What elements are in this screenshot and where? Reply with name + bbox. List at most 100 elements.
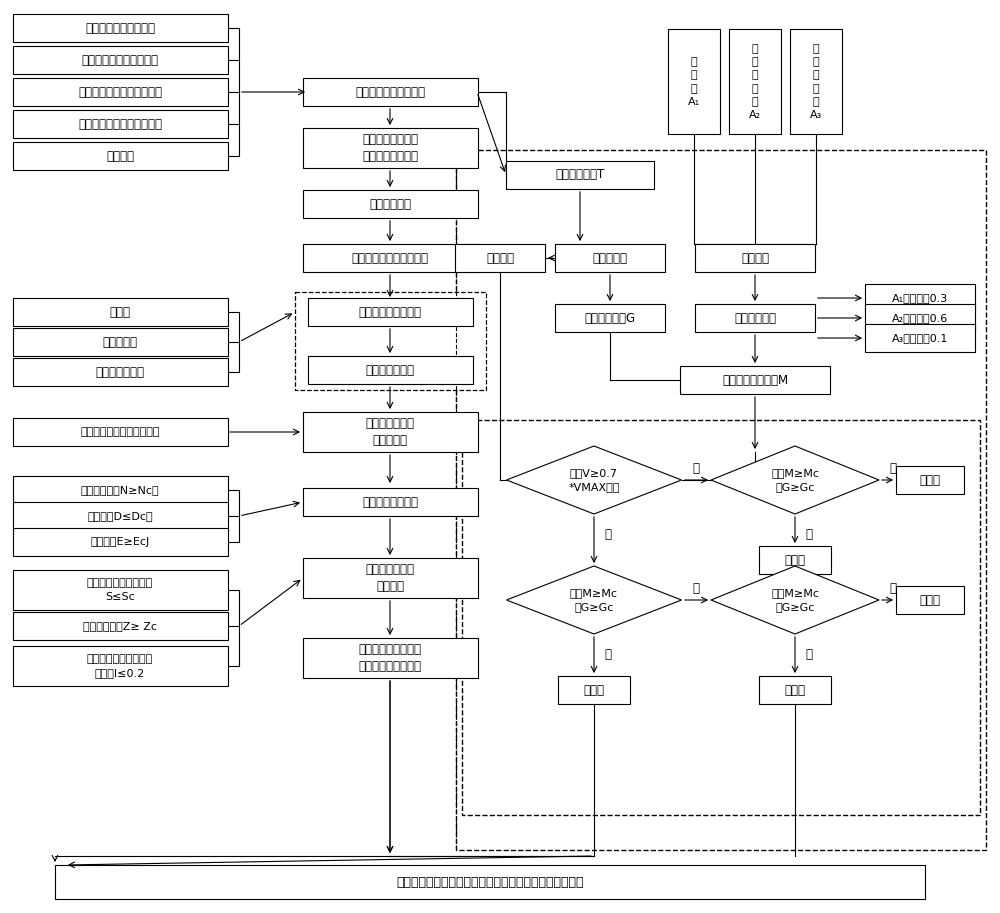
Text: A₂区域权重0.6: A₂区域权重0.6 xyxy=(892,313,948,323)
Text: 设置时间窗口T: 设置时间窗口T xyxy=(555,169,605,182)
Text: 高危险: 高危险 xyxy=(584,684,604,697)
Bar xyxy=(12,142,228,170)
Text: 否: 否 xyxy=(692,461,700,475)
Text: 声发射传感器台网优化: 声发射传感器台网优化 xyxy=(355,86,425,99)
Text: 中危险: 中危险 xyxy=(784,684,806,697)
Bar xyxy=(12,612,228,640)
Text: 煤巷、顶底板巷联合布设: 煤巷、顶底板巷联合布设 xyxy=(82,54,158,67)
Bar xyxy=(455,244,545,272)
Bar xyxy=(12,328,228,356)
Text: 满足M≥Mc
和G≥Gc: 满足M≥Mc 和G≥Gc xyxy=(771,468,819,491)
Bar xyxy=(302,78,478,106)
Bar xyxy=(729,29,781,134)
Bar xyxy=(759,546,831,574)
Bar xyxy=(506,161,654,189)
Bar xyxy=(12,528,228,556)
Bar xyxy=(555,244,665,272)
Text: 拾取高精度到时: 拾取高精度到时 xyxy=(366,363,415,376)
Text: 划分空间网格: 划分空间网格 xyxy=(369,197,411,211)
Text: 围岩破裂声发射
震源预定位: 围岩破裂声发射 震源预定位 xyxy=(366,417,415,447)
Text: 有效波形数量N≥Nc个: 有效波形数量N≥Nc个 xyxy=(81,485,159,495)
Text: 卸
压
区
A₁: 卸 压 区 A₁ xyxy=(688,58,700,107)
Bar xyxy=(695,244,815,272)
Bar xyxy=(12,358,228,386)
Text: 低危险: 低危险 xyxy=(920,474,940,487)
Bar xyxy=(302,190,478,218)
Text: 理论与观测到时序列不
吻合度I≤0.2: 理论与观测到时序列不 吻合度I≤0.2 xyxy=(87,655,153,677)
Text: 构建空间坐标系，
确定传感器坐标；: 构建空间坐标系， 确定传感器坐标； xyxy=(362,133,418,163)
Text: 赤池信息准则法: 赤池信息准则法 xyxy=(96,365,144,379)
Bar xyxy=(865,304,975,332)
Bar xyxy=(302,558,478,598)
Text: 满足M≥Mc
或G≥Gc: 满足M≥Mc 或G≥Gc xyxy=(771,588,819,612)
Bar xyxy=(12,110,228,138)
Bar xyxy=(55,865,925,899)
Polygon shape xyxy=(711,566,879,634)
Bar xyxy=(865,324,975,352)
Bar xyxy=(302,488,478,516)
Text: A₃区域权重0.1: A₃区域权重0.1 xyxy=(892,333,948,343)
Text: A₁区域权重0.3: A₁区域权重0.3 xyxy=(892,293,948,303)
Text: 单纯形与双差联合定位算法: 单纯形与双差联合定位算法 xyxy=(80,427,160,437)
Bar xyxy=(12,298,228,326)
Text: 是: 是 xyxy=(604,648,612,662)
Bar xyxy=(695,304,815,332)
Text: 动态表征破裂时间、
空间、能量演化规律: 动态表征破裂时间、 空间、能量演化规律 xyxy=(358,643,422,673)
Text: 理论与观测到时差方差
S≤Sc: 理论与观测到时差方差 S≤Sc xyxy=(87,579,153,602)
Bar xyxy=(302,412,478,452)
Text: 原
岩
应
力
区
A₃: 原 岩 应 力 区 A₃ xyxy=(810,44,822,120)
Bar xyxy=(12,14,228,42)
Text: 波速差成像: 波速差成像 xyxy=(592,251,628,265)
Text: 精准筛选高精度
定位事件: 精准筛选高精度 定位事件 xyxy=(366,563,415,593)
Text: 低危险: 低危险 xyxy=(920,593,940,606)
Bar xyxy=(302,638,478,678)
Bar xyxy=(558,676,630,704)
Text: 波速成像: 波速成像 xyxy=(486,251,514,265)
Text: 单元体评估值Z≥ Zc: 单元体评估值Z≥ Zc xyxy=(83,621,157,631)
Text: 声发射波形数据连续采集: 声发射波形数据连续采集 xyxy=(352,251,428,265)
Text: 门槛值: 门槛值 xyxy=(110,306,130,319)
Text: 应力区域加权: 应力区域加权 xyxy=(734,311,776,324)
Text: 超前应力: 超前应力 xyxy=(741,251,769,265)
Text: 是: 是 xyxy=(604,529,612,541)
Text: 波速差变化率G: 波速差变化率G xyxy=(584,311,636,324)
Text: 否: 否 xyxy=(890,461,896,475)
Bar xyxy=(295,292,486,390)
Text: 有效声发射信号检测: 有效声发射信号检测 xyxy=(358,306,422,319)
Bar xyxy=(12,502,228,530)
Polygon shape xyxy=(507,566,682,634)
Bar xyxy=(12,418,228,446)
Text: 波速V≥0.7
*VMAX区域: 波速V≥0.7 *VMAX区域 xyxy=(568,468,620,491)
Bar xyxy=(790,29,842,134)
Bar xyxy=(302,128,478,168)
Bar xyxy=(308,356,473,384)
Bar xyxy=(896,586,964,614)
Bar xyxy=(456,150,986,850)
Text: 射线理论: 射线理论 xyxy=(106,150,134,163)
Text: 单元体区域评估值M: 单元体区域评估值M xyxy=(722,373,788,386)
Polygon shape xyxy=(507,446,682,514)
Bar xyxy=(12,646,228,686)
Bar xyxy=(308,298,473,326)
Text: 长短时窗法: 长短时窗法 xyxy=(103,335,138,349)
Text: 否: 否 xyxy=(692,582,700,594)
Text: 是: 是 xyxy=(806,648,812,662)
Bar xyxy=(12,78,228,106)
Bar xyxy=(462,420,980,815)
Text: 中危险: 中危险 xyxy=(784,553,806,566)
Text: 定位误差D≤Dc米: 定位误差D≤Dc米 xyxy=(87,511,153,521)
Bar xyxy=(668,29,720,134)
Bar xyxy=(12,476,228,504)
Text: 采用单分量和三分量传感器: 采用单分量和三分量传感器 xyxy=(78,118,162,131)
Text: 事件能量E≥EcJ: 事件能量E≥EcJ xyxy=(90,537,150,547)
Text: 应
力
集
中
区
A₂: 应 力 集 中 区 A₂ xyxy=(749,44,761,120)
Bar xyxy=(896,466,964,494)
Bar xyxy=(555,304,665,332)
Bar xyxy=(759,676,831,704)
Bar xyxy=(680,366,830,394)
Text: 巷道围岩破坏声发射定位与波速成像监测及灾变预警方法: 巷道围岩破坏声发射定位与波速成像监测及灾变预警方法 xyxy=(396,876,584,888)
Text: 传感器（长）钻孔深孔安装: 传感器（长）钻孔深孔安装 xyxy=(78,86,162,99)
Bar xyxy=(12,46,228,74)
Text: 是: 是 xyxy=(806,529,812,541)
Text: 否: 否 xyxy=(890,582,896,594)
